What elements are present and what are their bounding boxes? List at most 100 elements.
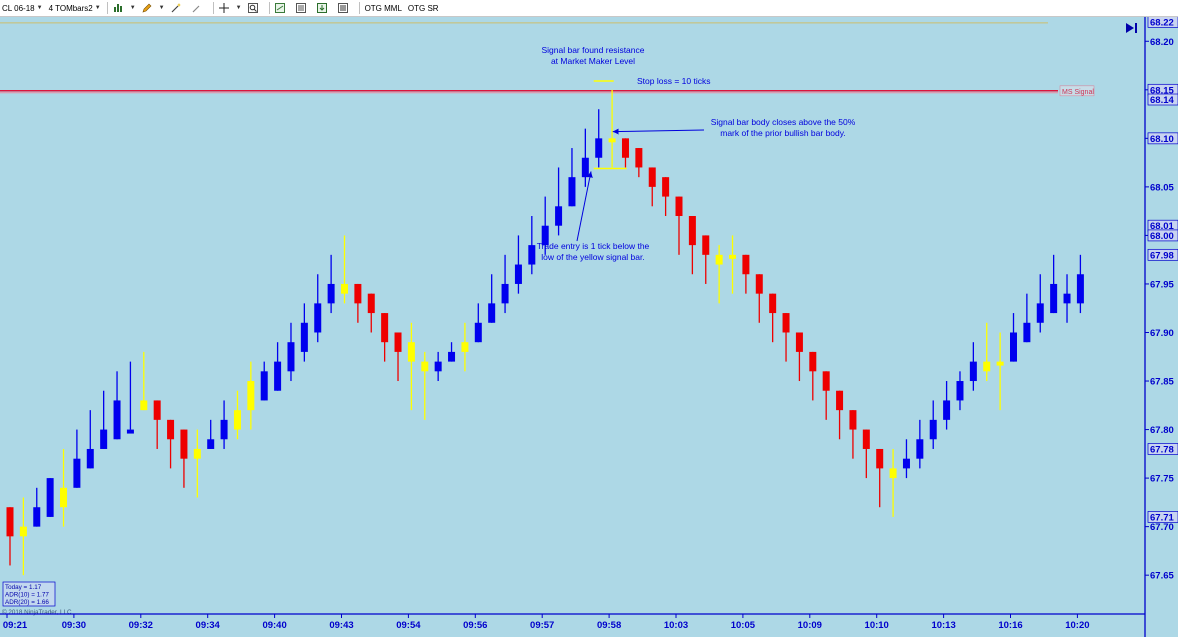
candle-body xyxy=(1023,322,1031,343)
candle-bar xyxy=(421,351,429,420)
candle-bar xyxy=(314,274,322,343)
candle-bar xyxy=(113,371,121,440)
candle-body xyxy=(822,371,830,391)
instrument-label: CL 06-18 xyxy=(2,3,35,13)
candle-bar xyxy=(354,283,362,323)
candle-body xyxy=(595,138,603,158)
toolbar-divider xyxy=(268,2,270,14)
candle-body xyxy=(648,167,656,187)
candle-bar xyxy=(943,381,951,430)
candle-body xyxy=(608,138,616,143)
candle-body xyxy=(956,381,964,401)
candle-body xyxy=(943,400,951,420)
candle-body xyxy=(916,439,924,459)
candle-bar xyxy=(327,254,335,314)
price-marker-label: 68.14 xyxy=(1150,95,1174,106)
candle-body xyxy=(876,448,884,469)
scroll-to-end-icon[interactable] xyxy=(1126,23,1137,33)
export-button[interactable] xyxy=(317,3,332,14)
crosshair-button[interactable]: ▼ xyxy=(219,3,242,14)
candle-bar xyxy=(889,448,897,517)
candle-bar xyxy=(996,332,1004,411)
candle-body xyxy=(862,429,870,449)
candle-body xyxy=(113,400,121,440)
candle-body xyxy=(755,274,763,294)
candle-bar xyxy=(769,293,777,343)
candle-bar xyxy=(568,148,576,207)
price-marker: 67.78 xyxy=(1147,443,1178,455)
candle-bar xyxy=(742,254,750,294)
candle-bar xyxy=(220,400,228,449)
pencil-icon xyxy=(142,3,153,14)
candle-bar xyxy=(434,351,442,382)
candle-bar xyxy=(274,342,282,391)
properties-button[interactable] xyxy=(296,3,311,14)
instrument-selector[interactable]: CL 06-18 ▼ xyxy=(2,4,43,13)
indicator-otg-sr[interactable]: OTG SR xyxy=(408,4,439,13)
candle-bar xyxy=(635,148,643,178)
candle-bar xyxy=(73,429,81,488)
candle-bar xyxy=(541,196,549,255)
bar-type-selector[interactable]: 4 TOMbars2 ▼ xyxy=(49,4,101,13)
candle-bar xyxy=(983,322,991,382)
candle-bar xyxy=(1036,274,1044,333)
zoom-button[interactable] xyxy=(248,3,263,14)
candle-bar xyxy=(367,293,375,333)
candle-body xyxy=(795,332,803,352)
candle-bar xyxy=(180,429,188,488)
ms-signal-tag xyxy=(1059,85,1095,97)
candle-body xyxy=(1050,283,1058,314)
candle-body xyxy=(46,478,54,517)
zoom-icon xyxy=(248,3,259,14)
candle-bar xyxy=(1023,293,1031,343)
indicator-otg-mml[interactable]: OTG MML xyxy=(365,4,402,13)
candle-bar xyxy=(100,390,108,449)
price-tick-label: 67.85 xyxy=(1150,377,1174,388)
price-marker-label: 67.78 xyxy=(1150,444,1174,455)
candle-body xyxy=(541,225,549,246)
price-chart[interactable]: MS Signal Signal bar found resistance at … xyxy=(0,17,1178,637)
candle-bar xyxy=(608,89,616,168)
time-tick-label: 10:09 xyxy=(798,620,822,631)
candle-bar xyxy=(969,342,977,391)
magic-wand-button[interactable] xyxy=(171,3,186,14)
candle-body xyxy=(448,351,456,362)
candle-body xyxy=(287,342,295,372)
price-marker-label: 67.98 xyxy=(1150,250,1174,261)
candle-bar xyxy=(621,138,629,168)
chart-area[interactable]: MS Signal Signal bar found resistance at … xyxy=(0,17,1178,637)
price-axis-background xyxy=(1145,17,1178,637)
drawing-tools-button[interactable]: ▼ xyxy=(142,3,165,14)
candle-body xyxy=(1036,303,1044,323)
data-series-button[interactable] xyxy=(338,3,353,14)
chevron-down-icon: ▼ xyxy=(94,5,101,11)
candle-body xyxy=(260,371,268,401)
strategies-button[interactable] xyxy=(275,3,290,14)
candle-body xyxy=(421,361,429,372)
candle-bar xyxy=(902,439,910,479)
dataseries-icon xyxy=(338,3,349,14)
price-tick-label: 68.05 xyxy=(1150,182,1174,193)
candle-body xyxy=(769,293,777,314)
candle-body xyxy=(715,254,723,265)
chevron-down-icon: ▼ xyxy=(36,5,43,11)
stats-line: ADR(20) = 1.66 xyxy=(5,599,49,606)
candle-body xyxy=(314,303,322,333)
candle-body xyxy=(381,313,389,343)
candle-bar xyxy=(300,303,308,362)
candle-bar xyxy=(1010,313,1017,362)
candle-bar xyxy=(581,128,589,187)
wand-options-button[interactable] xyxy=(192,3,207,14)
time-tick-label: 09:40 xyxy=(262,620,286,631)
price-marker-label: 67.71 xyxy=(1150,512,1174,523)
candle-bar xyxy=(1076,254,1084,314)
candle-bar xyxy=(782,313,790,362)
annotation-signal-body: Signal bar body closes above the 50% mark… xyxy=(711,117,856,138)
candle-body xyxy=(140,400,148,411)
candle-bar xyxy=(501,254,509,314)
chart-style-button[interactable]: ▼ xyxy=(113,3,136,14)
toolbar-divider xyxy=(212,2,214,14)
candle-body xyxy=(836,390,844,411)
candle-body xyxy=(621,138,629,158)
candle-bar xyxy=(381,313,389,362)
